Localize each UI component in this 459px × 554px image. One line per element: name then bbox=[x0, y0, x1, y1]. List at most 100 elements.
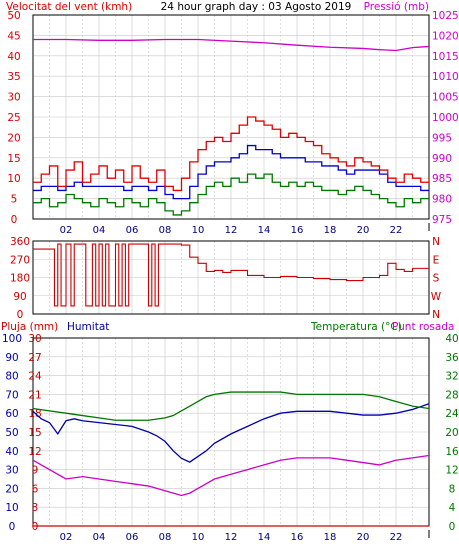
pressure-tick-label: 975 bbox=[432, 214, 452, 226]
rain-tick-label: 6 bbox=[32, 483, 39, 495]
wind-tick-label: 30 bbox=[7, 92, 20, 104]
temperature-tick-label: 32 bbox=[445, 371, 458, 383]
wind-x-tick-label: 08 bbox=[159, 225, 172, 236]
direction-tick-label: 90 bbox=[13, 291, 26, 303]
temperature-tick-label: 36 bbox=[445, 352, 459, 364]
rain-tick-label: 15 bbox=[28, 427, 41, 439]
wind-x-tick-label: 06 bbox=[126, 225, 139, 236]
pressure-line bbox=[33, 38, 430, 52]
wind-panel-frame bbox=[32, 14, 430, 220]
direction-tick-label: 270 bbox=[10, 254, 30, 266]
climate-x-tick-label: 04 bbox=[93, 532, 106, 543]
wind-low-line bbox=[33, 173, 429, 216]
wind-tick-label: 40 bbox=[7, 51, 20, 63]
wind-x-tick-label: 18 bbox=[324, 225, 337, 236]
humidity-axis-label: Humitat bbox=[67, 321, 109, 333]
wind-tick-label: 20 bbox=[7, 132, 20, 144]
pressure-tick-label: 1020 bbox=[432, 30, 459, 42]
wind-tick-label: 5 bbox=[11, 194, 18, 206]
dewpoint-axis-label: Punt rosada bbox=[392, 321, 454, 333]
climate-x-tick-label: 16 bbox=[291, 532, 304, 543]
pressure-tick-label: 1010 bbox=[432, 71, 459, 83]
climate-x-tick-label: 12 bbox=[225, 532, 238, 543]
direction-tick-label: 360 bbox=[10, 236, 30, 248]
wind-x-tick-label: 22 bbox=[390, 225, 403, 236]
pressure-tick-label: 980 bbox=[432, 194, 452, 206]
compass-label: E bbox=[433, 254, 440, 266]
humidity-tick-label: 80 bbox=[5, 371, 18, 383]
temperature-tick-label: 20 bbox=[445, 427, 458, 439]
climate-x-tick-label: 22 bbox=[390, 532, 403, 543]
humidity-tick-label: 70 bbox=[5, 389, 18, 401]
temperature-tick-label: 8 bbox=[449, 483, 456, 495]
humidity-tick-label: 90 bbox=[5, 352, 18, 364]
wind-x-tick-label: 12 bbox=[225, 225, 238, 236]
wind-tick-label: 35 bbox=[7, 71, 20, 83]
temperature-tick-label: 12 bbox=[445, 465, 458, 477]
pressure-tick-label: 1015 bbox=[432, 51, 459, 63]
pressure-tick-label: 985 bbox=[432, 173, 452, 185]
dewpoint-line bbox=[32, 454, 430, 497]
temperature-tick-label: 4 bbox=[449, 502, 456, 514]
humidity-tick-label: 30 bbox=[5, 465, 18, 477]
temperature-tick-label: 40 bbox=[445, 333, 458, 345]
rain-tick-label: 24 bbox=[28, 371, 42, 383]
humidity-tick-label: 10 bbox=[5, 502, 18, 514]
climate-x-tick-label: 02 bbox=[60, 532, 73, 543]
wind-average-line bbox=[33, 144, 429, 200]
humidity-tick-label: 20 bbox=[5, 483, 18, 495]
compass-label: S bbox=[433, 273, 440, 285]
wind-x-tick-label: 14 bbox=[258, 225, 271, 236]
wind-tick-label: 15 bbox=[7, 153, 20, 165]
rain-axis-label: Pluja (mm) bbox=[1, 321, 58, 333]
wind-x-tick-label: 02 bbox=[60, 225, 73, 236]
rain-tick-label: 18 bbox=[28, 408, 41, 420]
rain-tick-label: 30 bbox=[28, 333, 41, 345]
pressure-axis-label: Pressió (mb) bbox=[364, 1, 429, 13]
wind-direction-line bbox=[33, 243, 429, 307]
temperature-tick-label: 28 bbox=[445, 389, 458, 401]
wind-tick-label: 25 bbox=[7, 112, 20, 124]
climate-x-tick-label: 06 bbox=[126, 532, 139, 543]
climate-x-tick-label: 08 bbox=[159, 532, 172, 543]
climate-x-tick-label: 10 bbox=[192, 532, 205, 543]
wind-tick-label: 45 bbox=[7, 30, 20, 42]
climate-x-tick-label: 20 bbox=[357, 532, 370, 543]
climate-x-tick-label: 18 bbox=[324, 532, 337, 543]
pressure-tick-label: 1025 bbox=[432, 10, 459, 22]
wind-tick-label: 50 bbox=[7, 10, 20, 22]
wind-gust-line bbox=[33, 116, 430, 192]
rain-tick-label: 9 bbox=[32, 465, 39, 477]
wind-tick-label: 10 bbox=[7, 173, 20, 185]
temperature-tick-label: 16 bbox=[445, 446, 459, 458]
wind-x-tick-label: 20 bbox=[357, 225, 370, 236]
pressure-tick-label: 995 bbox=[432, 132, 452, 144]
humidity-tick-label: 50 bbox=[5, 427, 18, 439]
humidity-tick-label: 40 bbox=[5, 446, 18, 458]
humidity-tick-label: 100 bbox=[2, 333, 22, 345]
temperature-tick-label: 24 bbox=[445, 408, 459, 420]
humidity-tick-label: 0 bbox=[9, 521, 16, 533]
humidity-tick-label: 60 bbox=[5, 408, 18, 420]
compass-label: N bbox=[432, 309, 440, 321]
wind-tick-label: 0 bbox=[11, 214, 18, 226]
rain-tick-label: 27 bbox=[28, 352, 41, 364]
pressure-tick-label: 1005 bbox=[432, 92, 459, 104]
direction-panel-frame bbox=[32, 240, 430, 315]
chart-title: 24 hour graph day : 03 Agosto 2019 bbox=[161, 1, 352, 13]
rain-tick-label: 12 bbox=[28, 446, 41, 458]
pressure-tick-label: 1000 bbox=[432, 112, 459, 124]
rain-tick-label: 3 bbox=[32, 502, 39, 514]
wind-axis-label: Velocitat del vent (kmh) bbox=[6, 1, 132, 13]
compass-label: W bbox=[431, 291, 442, 303]
temperature-tick-label: 0 bbox=[449, 521, 456, 533]
wind-x-tick-label: 16 bbox=[291, 225, 304, 236]
pressure-tick-label: 990 bbox=[432, 153, 452, 165]
direction-tick-label: 180 bbox=[10, 273, 30, 285]
wind-x-tick-label: 10 bbox=[192, 225, 205, 236]
temperature-axis-label: Temperatura (°C) bbox=[310, 321, 402, 333]
rain-tick-label: 21 bbox=[28, 389, 41, 401]
compass-label: N bbox=[432, 236, 440, 248]
humidity-line bbox=[32, 403, 430, 463]
